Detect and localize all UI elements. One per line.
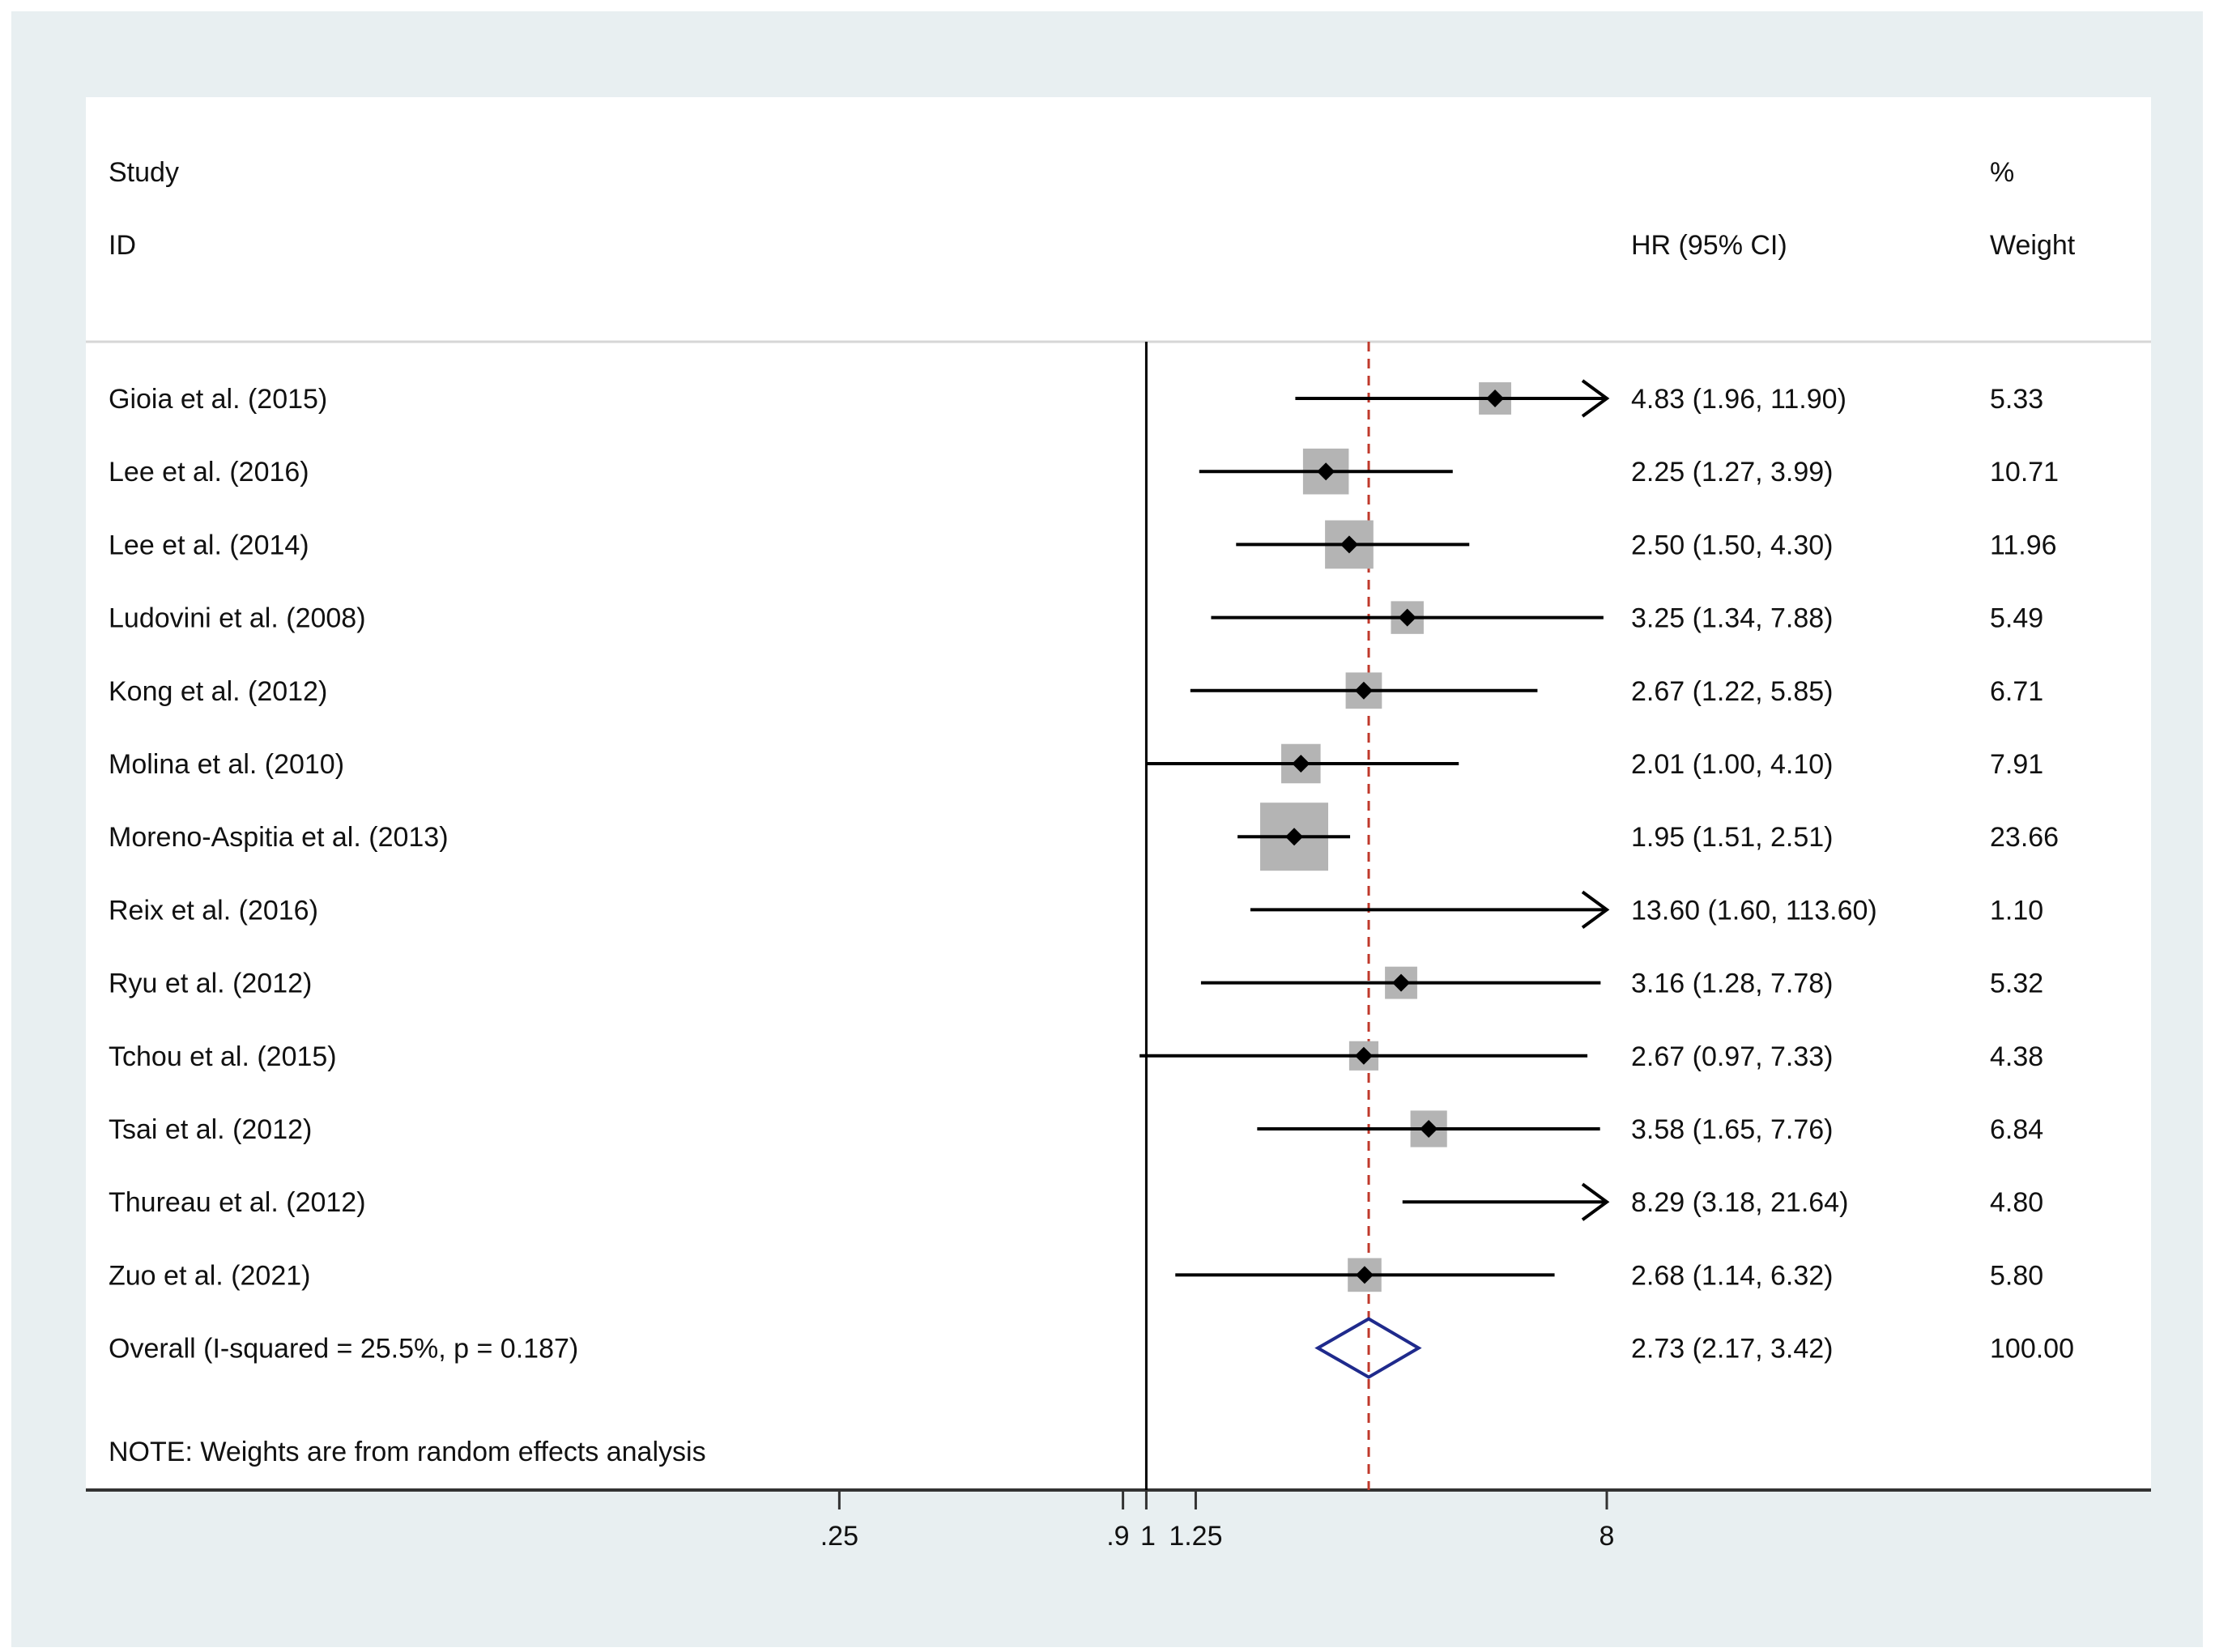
- header-weight: Weight: [1990, 230, 2076, 261]
- study-hr-ci: 2.50 (1.50, 4.30): [1631, 530, 1834, 560]
- study-row: Gioia et al. (2015) 4.83 (1.96, 11.90) 5.3…: [109, 379, 2043, 418]
- study-row: Ludovini et al. (2008) 3.25 (1.34, 7.88) 5…: [109, 601, 2043, 634]
- study-row: Molina et al. (2010) 2.01 (1.00, 4.10) 7.9…: [109, 743, 2043, 784]
- study-point-estimate: [1355, 1266, 1374, 1284]
- study-label: Tsai et al. (2012): [109, 1114, 312, 1145]
- study-weight: 5.49: [1990, 603, 2043, 634]
- study-hr-ci: 13.60 (1.60, 113.60): [1631, 895, 1877, 926]
- study-weight: 1.10: [1990, 895, 2043, 926]
- study-ci-arrow: [1581, 1182, 1610, 1221]
- header-id: ID: [109, 230, 136, 261]
- study-label: Thureau et al. (2012): [109, 1187, 366, 1218]
- overall-label: Overall (I-squared = 25.5%, p = 0.187): [109, 1334, 578, 1365]
- study-weight: 6.71: [1990, 676, 2043, 707]
- header-study: Study: [109, 157, 179, 188]
- figure-background: Study ID HR (95% CI) % Weight NOTE: Weig…: [11, 11, 2203, 1647]
- study-point-estimate: [1354, 1046, 1373, 1065]
- study-row: Kong et al. (2012) 2.67 (1.22, 5.85) 6.71: [109, 672, 2043, 709]
- study-hr-ci: 2.68 (1.14, 6.32): [1631, 1260, 1834, 1291]
- study-hr-ci: 2.67 (0.97, 7.33): [1631, 1041, 1834, 1072]
- study-ci-arrow: [1581, 890, 1610, 930]
- study-row: Tchou et al. (2015) 2.67 (0.97, 7.33) 4.38: [109, 1041, 2043, 1072]
- study-weight: 4.38: [1990, 1041, 2043, 1072]
- study-label: Lee et al. (2014): [109, 530, 309, 560]
- study-ci-arrow: [1581, 379, 1610, 418]
- study-point-estimate: [1392, 973, 1411, 992]
- study-hr-ci: 2.01 (1.00, 4.10): [1631, 749, 1834, 780]
- x-tick-label: .9: [1106, 1521, 1129, 1552]
- x-axis-ticks: .25 .9 1 1.25 8: [820, 1490, 1615, 1552]
- study-rows: Gioia et al. (2015) 4.83 (1.96, 11.90) 5.3…: [109, 379, 2059, 1292]
- study-weight: 4.80: [1990, 1187, 2043, 1218]
- study-weight: 5.80: [1990, 1260, 2043, 1291]
- x-tick-label: 1.25: [1169, 1521, 1222, 1552]
- study-row: Ryu et al. (2012) 3.16 (1.28, 7.78) 5.32: [109, 966, 2043, 999]
- overall-group: Overall (I-squared = 25.5%, p = 0.187) 2.…: [109, 1317, 2074, 1379]
- study-hr-ci: 3.25 (1.34, 7.88): [1631, 603, 1834, 634]
- study-hr-ci: 2.67 (1.22, 5.85): [1631, 676, 1834, 707]
- x-tick-label: .25: [820, 1521, 858, 1552]
- study-weight: 11.96: [1990, 530, 2057, 560]
- study-row: Moreno-Aspitia et al. (2013) 1.95 (1.51, …: [109, 803, 2059, 871]
- study-row: Thureau et al. (2012) 8.29 (3.18, 21.64) 4…: [109, 1182, 2043, 1221]
- study-point-estimate: [1340, 535, 1358, 554]
- overall-diamond: [1314, 1317, 1422, 1379]
- study-row: Lee et al. (2014) 2.50 (1.50, 4.30) 11.96: [109, 520, 2057, 569]
- header-hr-ci: HR (95% CI): [1631, 230, 1787, 261]
- study-label: Zuo et al. (2021): [109, 1260, 310, 1291]
- overall-hr-ci: 2.73 (2.17, 3.42): [1631, 1334, 1834, 1365]
- forest-plot: Study ID HR (95% CI) % Weight NOTE: Weig…: [86, 97, 2151, 1552]
- study-label: Moreno-Aspitia et al. (2013): [109, 822, 449, 853]
- x-tick-label: 1: [1140, 1521, 1156, 1552]
- study-label: Gioia et al. (2015): [109, 384, 327, 415]
- x-tick-label: 8: [1599, 1521, 1615, 1552]
- study-hr-ci: 3.16 (1.28, 7.78): [1631, 969, 1834, 999]
- study-point-estimate: [1292, 755, 1310, 773]
- study-hr-ci: 2.25 (1.27, 3.99): [1631, 457, 1834, 488]
- study-row: Zuo et al. (2021) 2.68 (1.14, 6.32) 5.80: [109, 1258, 2043, 1292]
- study-label: Ryu et al. (2012): [109, 969, 312, 999]
- study-hr-ci: 1.95 (1.51, 2.51): [1631, 822, 1834, 853]
- study-row: Reix et al. (2016) 13.60 (1.60, 113.60) 1.…: [109, 890, 2043, 930]
- study-label: Molina et al. (2010): [109, 749, 344, 780]
- study-weight: 5.32: [1990, 969, 2043, 999]
- weights-note: NOTE: Weights are from random effects an…: [109, 1437, 706, 1467]
- overall-weight: 100.00: [1990, 1334, 2074, 1365]
- study-weight: 5.33: [1990, 384, 2043, 415]
- study-label: Lee et al. (2016): [109, 457, 309, 488]
- study-point-estimate: [1420, 1120, 1438, 1138]
- study-point-estimate: [1398, 608, 1416, 627]
- study-weight: 6.84: [1990, 1114, 2043, 1145]
- study-weight: 23.66: [1990, 822, 2059, 853]
- study-point-estimate: [1486, 390, 1505, 407]
- study-weight: 10.71: [1990, 457, 2059, 488]
- study-hr-ci: 8.29 (3.18, 21.64): [1631, 1187, 1848, 1218]
- header-percent: %: [1990, 157, 2014, 188]
- study-row: Lee et al. (2016) 2.25 (1.27, 3.99) 10.71: [109, 448, 2059, 495]
- study-point-estimate: [1317, 462, 1335, 481]
- study-hr-ci: 3.58 (1.65, 7.76): [1631, 1114, 1834, 1145]
- study-row: Tsai et al. (2012) 3.58 (1.65, 7.76) 6.84: [109, 1110, 2043, 1147]
- study-label: Kong et al. (2012): [109, 676, 327, 707]
- study-label: Reix et al. (2016): [109, 895, 318, 926]
- study-weight: 7.91: [1990, 749, 2043, 780]
- study-label: Tchou et al. (2015): [109, 1041, 337, 1072]
- plot-panel: [86, 97, 2151, 1490]
- study-label: Ludovini et al. (2008): [109, 603, 366, 634]
- study-hr-ci: 4.83 (1.96, 11.90): [1631, 384, 1847, 415]
- study-point-estimate: [1354, 681, 1373, 700]
